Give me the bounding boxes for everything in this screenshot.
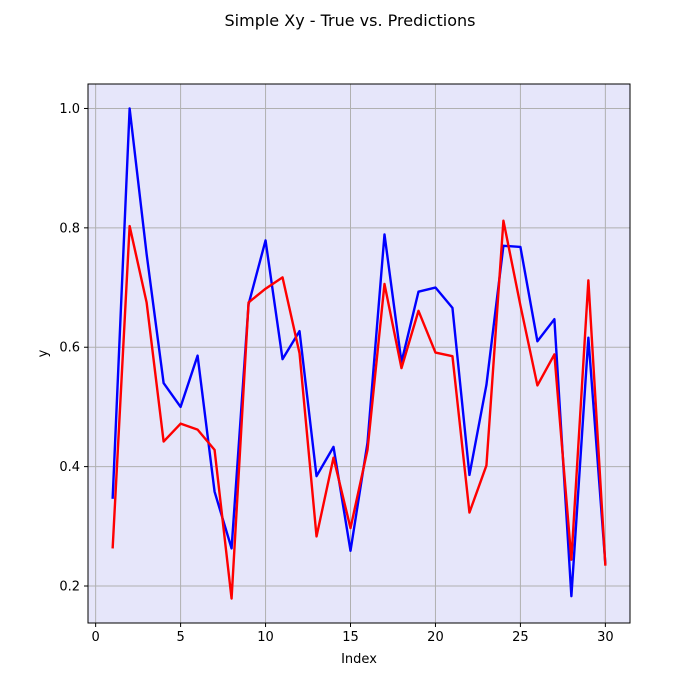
- x-axis-label: Index: [341, 652, 377, 667]
- x-tick-label: 25: [512, 630, 529, 645]
- x-tick-label: 20: [427, 630, 444, 645]
- x-tick-label: 15: [342, 630, 359, 645]
- plot-frame: [87, 83, 631, 624]
- y-tick-label: 1.0: [59, 102, 80, 117]
- series-line-2: [111, 219, 607, 600]
- tick-layer: 0 5 10 15 20 25 30 0.2 0.4 0.6 0.8 1.0: [59, 102, 613, 645]
- x-tick-label: 0: [92, 630, 100, 645]
- y-tick-label: 0.6: [59, 341, 80, 356]
- x-tick-label: 30: [597, 630, 614, 645]
- plot-background: [88, 84, 630, 623]
- y-axis-label: y: [36, 349, 51, 357]
- grid-layer: [88, 84, 630, 623]
- x-tick-label: 5: [176, 630, 184, 645]
- chart-title: Simple Xy - True vs. Predictions: [224, 11, 476, 30]
- series-line-1: [111, 107, 607, 598]
- y-tick-label: 0.4: [59, 460, 80, 475]
- y-tick-label: 0.8: [59, 221, 80, 236]
- x-tick-label: 10: [257, 630, 274, 645]
- y-tick-label: 0.2: [59, 579, 80, 594]
- series-layer: [111, 107, 607, 600]
